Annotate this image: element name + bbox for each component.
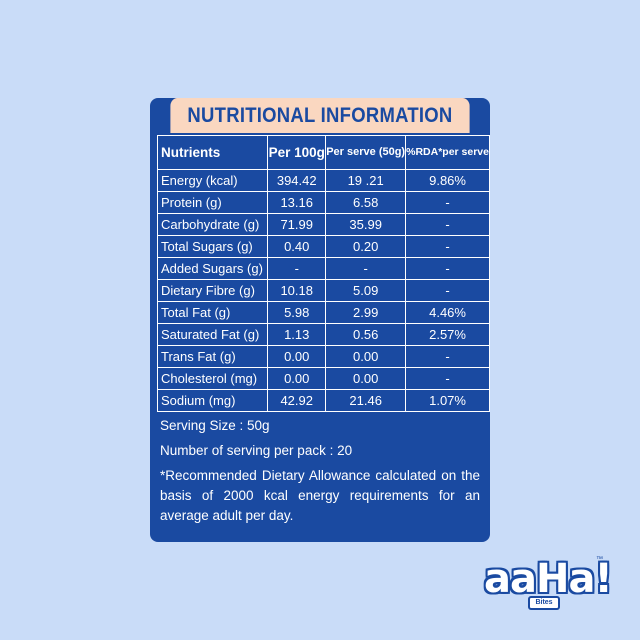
nutrient-name: Saturated Fat (g) [156, 323, 269, 346]
nutrient-name: Cholesterol (mg) [156, 367, 269, 390]
table-row: Energy (kcal) 394.42 19 .21 9.86% [156, 169, 490, 192]
value-per-serve: 35.99 [325, 213, 407, 236]
rda-footnote: *Recommended Dietary Allowance calculate… [160, 468, 480, 523]
value-per-serve: 6.58 [325, 191, 407, 214]
table-row: Dietary Fibre (g) 10.18 5.09- [156, 279, 490, 302]
brand-logo-tm: ™ [596, 556, 603, 563]
nutrition-card: NUTRITIONAL INFORMATION Nutrients Per 10… [150, 98, 490, 542]
nutrient-name: Total Fat (g) [156, 301, 269, 324]
value-rda: 2.57% [405, 323, 490, 346]
table-row: Trans Fat (g) 0.00 0.00- [156, 345, 490, 368]
nutrient-name: Protein (g) [156, 191, 269, 214]
header-nutrients: Nutrients [156, 135, 269, 170]
value-per-100g: 5.98 [267, 301, 327, 324]
header-rda: %RDA*per serve [405, 135, 490, 170]
value-per-serve: 2.99 [325, 301, 407, 324]
value-per-100g: 13.16 [267, 191, 327, 214]
value-per-serve: 19 .21 [325, 169, 407, 192]
value-per-100g: 0.00 [267, 345, 327, 368]
nutrient-name: Sodium (mg) [156, 389, 269, 412]
table-row: Total Fat (g) 5.98 2.99 4.46% [156, 301, 490, 324]
nutrient-name: Carbohydrate (g) [156, 213, 269, 236]
table-row: Carbohydrate (g) 71.99 35.99- [156, 213, 490, 236]
table-row: Cholesterol (mg) 0.00 0.00- [156, 367, 490, 390]
value-rda: - [405, 191, 490, 214]
value-per-serve: 0.00 [325, 367, 407, 390]
value-rda: - [405, 279, 490, 302]
value-per-100g: - [267, 257, 327, 280]
nutrient-name: Dietary Fibre (g) [156, 279, 269, 302]
brand-logo-text: aaHa! [484, 556, 613, 602]
table-row: Sodium (mg) 42.92 21.46 1.07% [156, 389, 490, 412]
value-rda: - [405, 257, 490, 280]
value-rda: 4.46% [405, 301, 490, 324]
value-per-100g: 42.92 [267, 389, 327, 412]
nutrition-title: NUTRITIONAL INFORMATION [170, 98, 470, 133]
table-row: Total Sugars (g) 0.40 0.20- [156, 235, 490, 258]
table-row: Added Sugars (g) - - - [156, 257, 490, 280]
value-per-serve: 21.46 [325, 389, 407, 412]
value-per-serve: 0.20 [325, 235, 407, 258]
value-per-100g: 0.40 [267, 235, 327, 258]
nutrient-name: Total Sugars (g) [156, 235, 269, 258]
value-rda: - [405, 345, 490, 368]
value-per-serve: 0.56 [325, 323, 407, 346]
value-rda: 1.07% [405, 389, 490, 412]
value-per-100g: 10.18 [267, 279, 327, 302]
nutrition-table: Nutrients Per 100g Per serve (50g) %RDA*… [156, 135, 490, 412]
nutrient-name: Added Sugars (g) [156, 257, 269, 280]
nutrition-footer: Serving Size : 50g Number of serving per… [160, 418, 480, 526]
value-rda: 9.86% [405, 169, 490, 192]
value-per-100g: 0.00 [267, 367, 327, 390]
brand-logo: aaHa! Bites ™ [484, 556, 613, 616]
value-per-serve: 5.09 [325, 279, 407, 302]
value-per-serve: - [325, 257, 407, 280]
value-per-100g: 71.99 [267, 213, 327, 236]
nutrient-name: Trans Fat (g) [156, 345, 269, 368]
value-per-100g: 1.13 [267, 323, 327, 346]
value-rda: - [405, 367, 490, 390]
table-row: Saturated Fat (g) 1.13 0.56 2.57% [156, 323, 490, 346]
header-per-serve: Per serve (50g) [325, 135, 407, 170]
value-rda: - [405, 213, 490, 236]
brand-logo-sub: Bites [528, 596, 560, 610]
value-per-100g: 394.42 [267, 169, 327, 192]
nutrient-name: Energy (kcal) [156, 169, 269, 192]
serving-size: Serving Size : 50g [160, 418, 270, 433]
value-per-serve: 0.00 [325, 345, 407, 368]
value-rda: - [405, 235, 490, 258]
table-row: Protein (g) 13.16 6.58- [156, 191, 490, 214]
table-header-row: Nutrients Per 100g Per serve (50g) %RDA*… [156, 135, 490, 170]
header-per-100g: Per 100g [267, 135, 327, 170]
servings-per-pack: Number of serving per pack : 20 [160, 443, 353, 458]
